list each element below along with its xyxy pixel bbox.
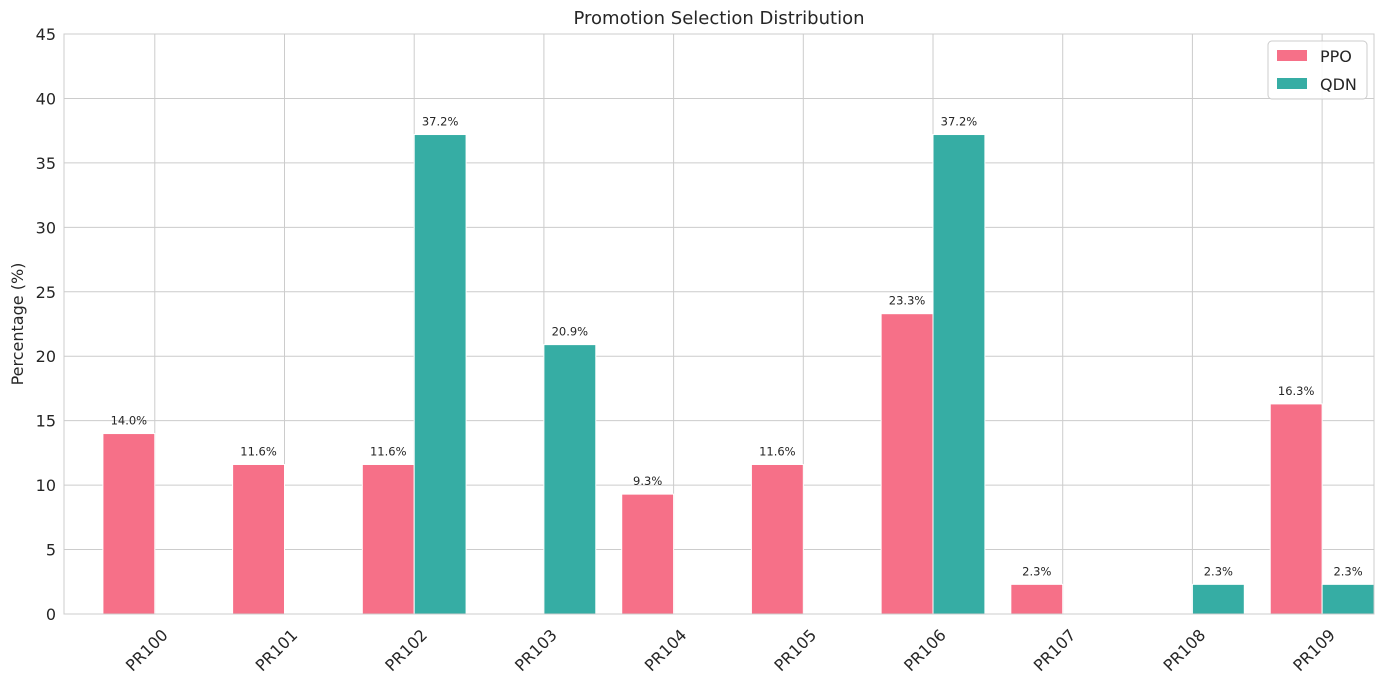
- data-label-qdn-pr106: 37.2%: [941, 115, 978, 129]
- legend-label-qdn: QDN: [1320, 75, 1357, 94]
- y-tick-label: 20: [36, 347, 56, 366]
- x-tick-label-pr100: PR100: [122, 625, 172, 675]
- bars: [102, 134, 1375, 615]
- bar-ppo-pr109: [1269, 403, 1323, 615]
- bar-qdn-pr109: [1321, 583, 1375, 615]
- bar-ppo-pr105: [750, 463, 804, 615]
- x-tick-label-pr103: PR103: [511, 625, 561, 675]
- data-label-ppo-pr100: 14.0%: [111, 414, 148, 428]
- bar-ppo-pr100: [102, 433, 156, 615]
- data-label-qdn-pr109: 2.3%: [1333, 564, 1362, 578]
- x-tick-label-pr101: PR101: [252, 625, 302, 675]
- y-tick-label: 30: [36, 218, 56, 237]
- chart-title: Promotion Selection Distribution: [574, 8, 865, 29]
- x-tick-label-pr105: PR105: [770, 625, 820, 675]
- data-label-qdn-pr108: 2.3%: [1204, 564, 1233, 578]
- x-tick-label-pr102: PR102: [381, 625, 431, 675]
- bar-ppo-pr107: [1010, 583, 1064, 615]
- bar-qdn-pr102: [413, 134, 467, 615]
- data-label-ppo-pr101: 11.6%: [240, 444, 277, 458]
- bar-ppo-pr102: [361, 463, 415, 615]
- data-label-ppo-pr107: 2.3%: [1022, 564, 1051, 578]
- y-tick-label: 15: [36, 412, 56, 431]
- plot-frame: [63, 33, 1375, 615]
- data-label-ppo-pr105: 11.6%: [759, 444, 796, 458]
- legend-label-ppo: PPO: [1320, 47, 1352, 66]
- x-tick-label-pr104: PR104: [641, 625, 691, 675]
- y-axis-ticks: 0 5 10 15 20 25 30 35 40 45: [36, 25, 56, 624]
- x-tick-label-pr108: PR108: [1160, 625, 1210, 675]
- x-tick-label-pr107: PR107: [1030, 625, 1080, 675]
- data-label-qdn-pr103: 20.9%: [552, 325, 589, 339]
- y-tick-label: 25: [36, 283, 56, 302]
- y-tick-label: 35: [36, 154, 56, 173]
- legend-swatch-ppo: [1277, 50, 1307, 61]
- y-tick-label: 45: [36, 25, 56, 44]
- bar-ppo-pr104: [621, 493, 675, 615]
- y-tick-label: 5: [46, 541, 56, 560]
- bar-qdn-pr103: [543, 344, 597, 615]
- data-label-qdn-pr102: 37.2%: [422, 115, 459, 129]
- data-label-ppo-pr104: 9.3%: [633, 474, 662, 488]
- x-tick-label-pr106: PR106: [900, 625, 950, 675]
- bar-qdn-pr108: [1191, 583, 1245, 615]
- data-label-ppo-pr109: 16.3%: [1278, 384, 1315, 398]
- plot-border: [63, 33, 1375, 615]
- y-tick-label: 0: [46, 605, 56, 624]
- bar-ppo-pr106: [880, 313, 934, 615]
- legend-swatch-qdn: [1277, 78, 1307, 89]
- bar-ppo-pr101: [232, 463, 285, 615]
- x-tick-label-pr109: PR109: [1289, 625, 1339, 675]
- y-axis-label: Percentage (%): [8, 263, 27, 386]
- data-label-ppo-pr102: 11.6%: [370, 444, 407, 458]
- legend: PPO QDN: [1267, 40, 1368, 100]
- x-axis-ticks: PR100 PR101 PR102 PR103 PR104 PR105 PR106 PR107…: [122, 625, 1339, 675]
- y-tick-label: 40: [36, 89, 56, 108]
- data-label-ppo-pr106: 23.3%: [889, 294, 926, 308]
- data-labels: 14.0% 11.6% 11.6% 9.3% 11.6% 23.3% 2.3% 16.3% 37…: [111, 115, 1363, 579]
- y-tick-label: 10: [36, 476, 56, 495]
- bar-qdn-pr106: [932, 134, 986, 615]
